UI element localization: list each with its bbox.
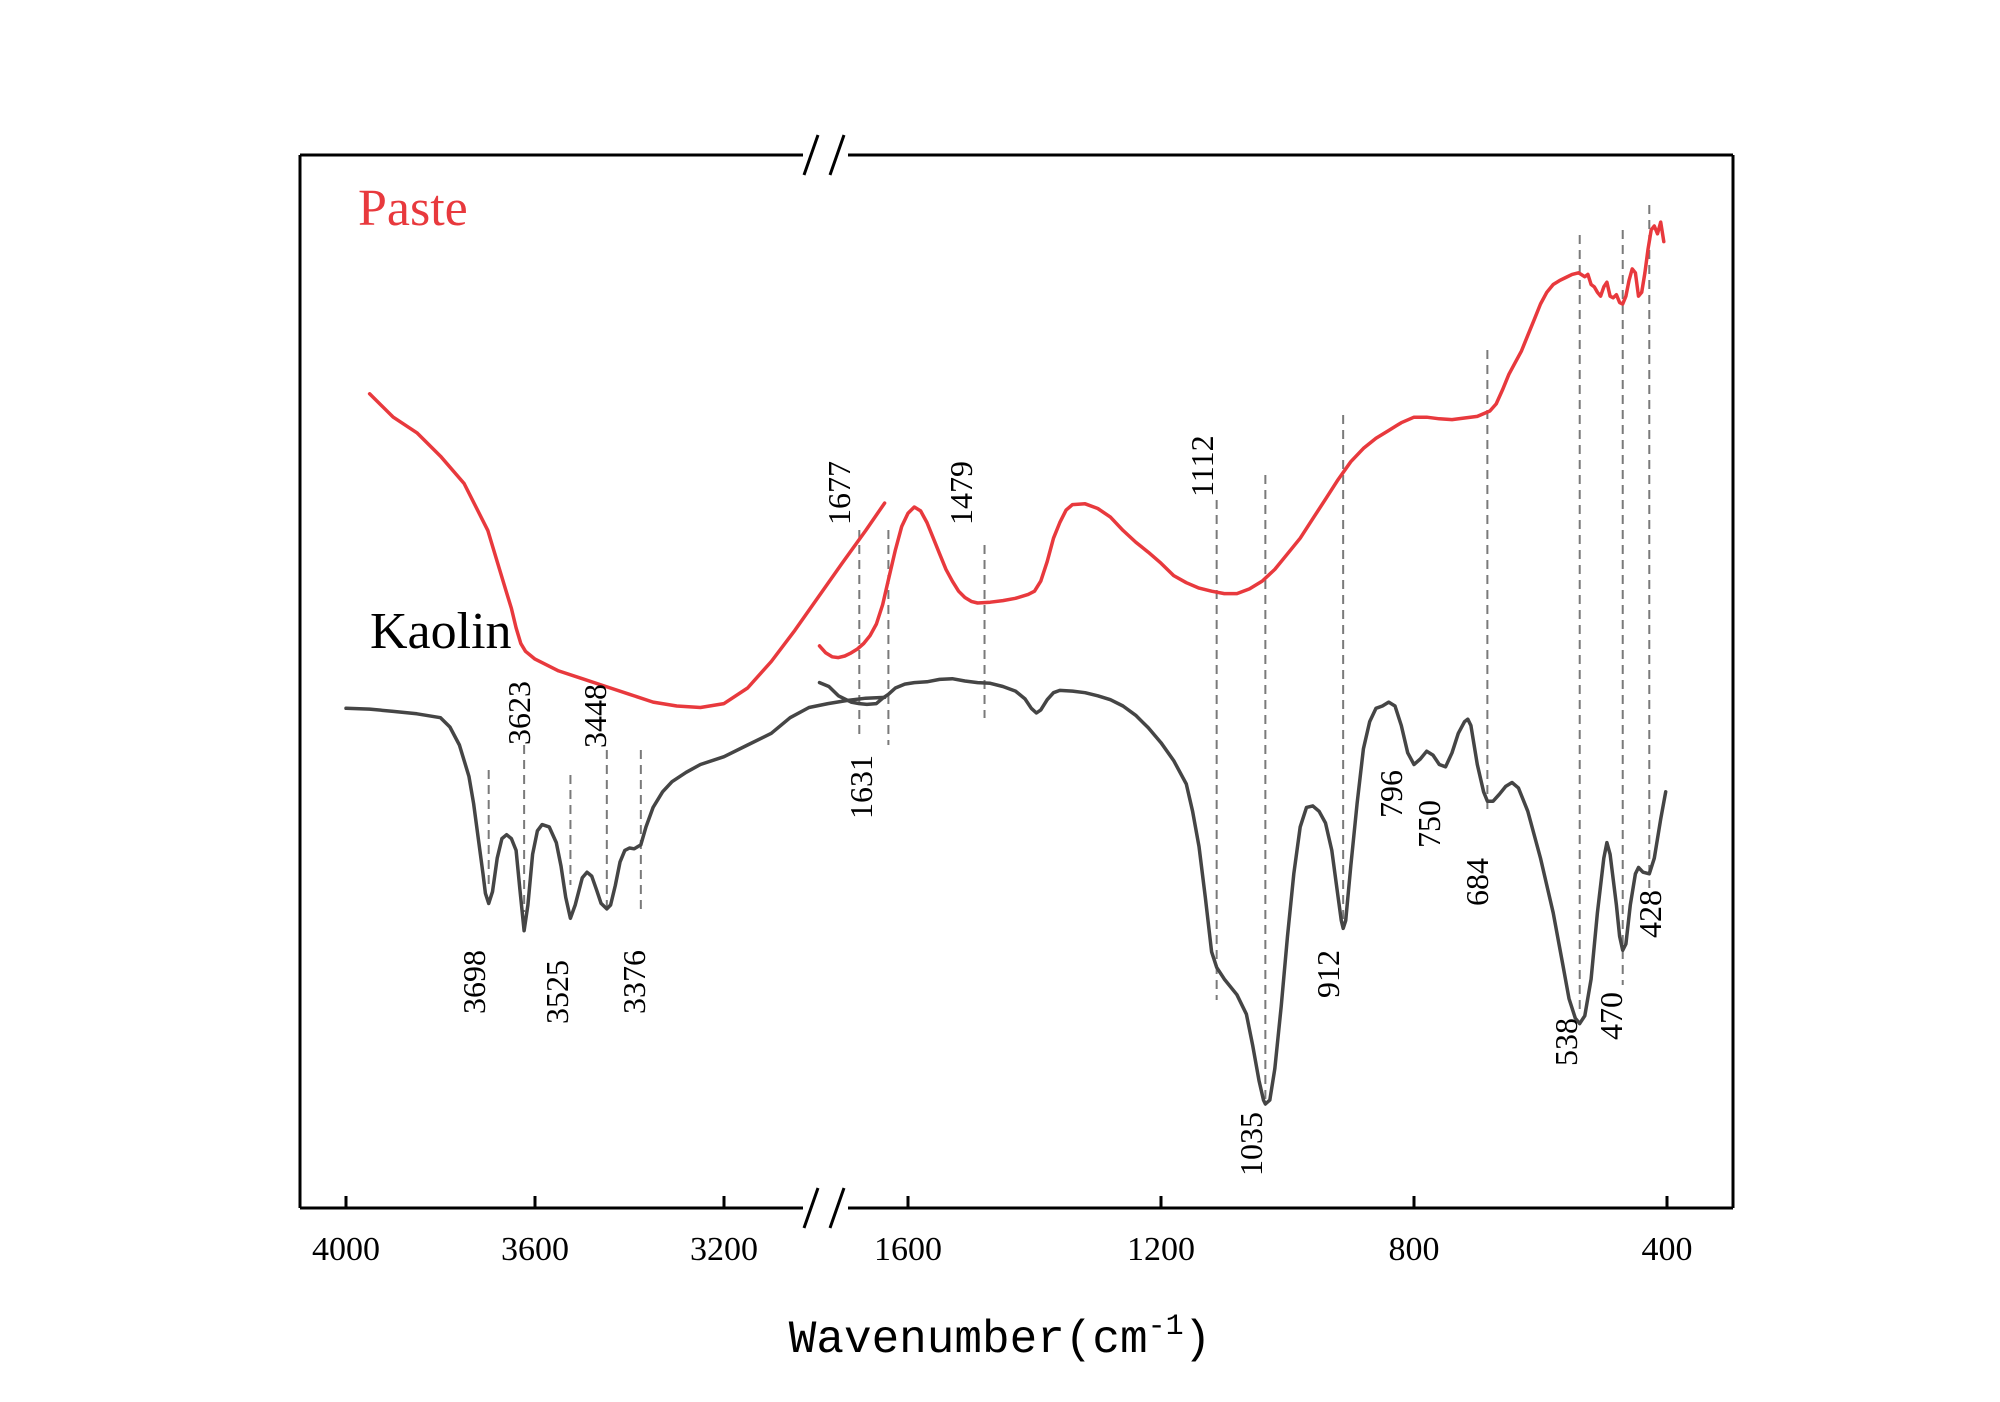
- series-line-kaolin-segment1: [344, 695, 887, 933]
- series-line-kaolin-segment2: [817, 676, 1668, 1106]
- x-tick-label: 4000: [312, 1231, 380, 1268]
- peak-guide-lines: [487, 205, 1651, 1105]
- x-axis-title: Wavenumber(cm-1): [789, 1310, 1211, 1366]
- peak-label-1677: 1677: [821, 461, 857, 525]
- series-label-kaolin: Kaolin: [370, 603, 512, 660]
- x-axis-title-superscript: -1: [1148, 1310, 1184, 1344]
- axis-break-bottom: [802, 1187, 846, 1229]
- peak-label-750: 750: [1411, 800, 1447, 848]
- axis-break-top: [802, 134, 846, 176]
- series-line-paste-segment2: [817, 220, 1666, 660]
- x-tick-label: 400: [1642, 1231, 1693, 1268]
- peak-label-3525: 3525: [539, 960, 575, 1024]
- peak-label-796: 796: [1373, 770, 1409, 818]
- x-tick-label: 3200: [690, 1231, 758, 1268]
- x-axis-title-close: ): [1184, 1314, 1212, 1366]
- peak-label-684: 684: [1459, 858, 1495, 906]
- peak-label-3698: 3698: [456, 950, 492, 1014]
- peak-label-1112: 1112: [1184, 435, 1220, 497]
- x-axis-title-main: Wavenumber(cm: [789, 1314, 1148, 1366]
- peak-label-3448: 3448: [577, 684, 613, 748]
- peak-label-1035: 1035: [1233, 1112, 1269, 1176]
- peak-label-428: 428: [1632, 890, 1668, 938]
- series-line-paste-segment1: [367, 392, 887, 710]
- x-tick-label: 800: [1389, 1231, 1440, 1268]
- peak-label-538: 538: [1548, 1018, 1584, 1066]
- peak-labels: 3698 3623 3525 3448 3376 1677 1631 1479 1112 1035…: [456, 435, 1668, 1176]
- plot-frame: [298, 134, 1735, 1229]
- series-lines: [344, 220, 1668, 1106]
- peak-label-912: 912: [1310, 950, 1346, 998]
- series-label-paste: Paste: [358, 180, 468, 237]
- peak-label-3376: 3376: [616, 950, 652, 1014]
- x-axis-ticks: 4000 3600 3200 1600 1200 800 400: [312, 1196, 1693, 1268]
- peak-label-470: 470: [1593, 992, 1629, 1040]
- x-tick-label: 3600: [501, 1231, 569, 1268]
- x-tick-label: 1600: [874, 1231, 942, 1268]
- x-tick-label: 1200: [1127, 1231, 1195, 1268]
- peak-label-1479: 1479: [943, 461, 979, 525]
- peak-label-1631: 1631: [843, 755, 879, 819]
- peak-label-3623: 3623: [501, 681, 537, 745]
